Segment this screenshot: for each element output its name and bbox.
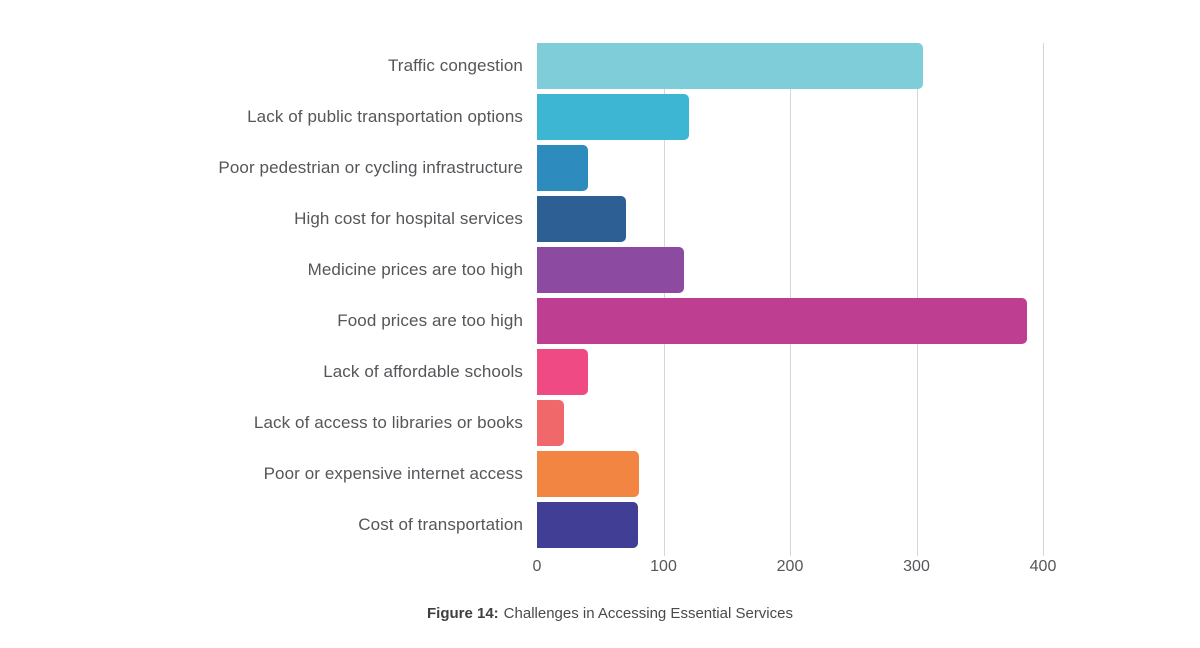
x-tick-label: 0 xyxy=(532,558,542,575)
gridline-x-400 xyxy=(1043,43,1044,556)
bar xyxy=(537,196,626,242)
bar xyxy=(537,43,923,89)
bar xyxy=(537,349,588,395)
bar xyxy=(537,247,684,293)
bar xyxy=(537,451,640,497)
category-label: Lack of access to libraries or books xyxy=(253,413,523,432)
x-tick-label: 400 xyxy=(1029,558,1057,575)
category-label: Medicine prices are too high xyxy=(307,260,523,279)
figure-caption: Figure 14: Challenges in Accessing Essent… xyxy=(10,605,1200,622)
figure-caption-prefix: Figure 14: xyxy=(426,605,499,622)
x-tick-label: 300 xyxy=(903,558,930,575)
category-label: Cost of transportation xyxy=(358,515,523,534)
x-tick-label: 200 xyxy=(776,558,804,575)
x-tick-label: 100 xyxy=(650,558,677,575)
bar xyxy=(537,94,689,140)
category-label: Lack of public transportation options xyxy=(247,107,523,126)
x-axis: 0 100 200 300 400 xyxy=(533,558,1057,580)
category-label: High cost for hospital services xyxy=(294,209,523,228)
plot-area xyxy=(537,43,1044,556)
category-label: Food prices are too high xyxy=(337,311,523,330)
category-label: Poor or expensive internet access xyxy=(263,464,523,483)
figure-caption-text: Challenges in Accessing Essential Servic… xyxy=(503,605,793,622)
category-label: Lack of affordable schools xyxy=(323,362,523,381)
category-label: Poor pedestrian or cycling infrastructur… xyxy=(218,158,523,177)
bar xyxy=(537,298,1027,344)
bar xyxy=(537,145,588,191)
category-label: Traffic congestion xyxy=(387,56,523,75)
bar xyxy=(537,502,639,548)
bar xyxy=(537,400,564,446)
category-labels-column: Traffic congestion Lack of public transpo… xyxy=(0,43,523,556)
